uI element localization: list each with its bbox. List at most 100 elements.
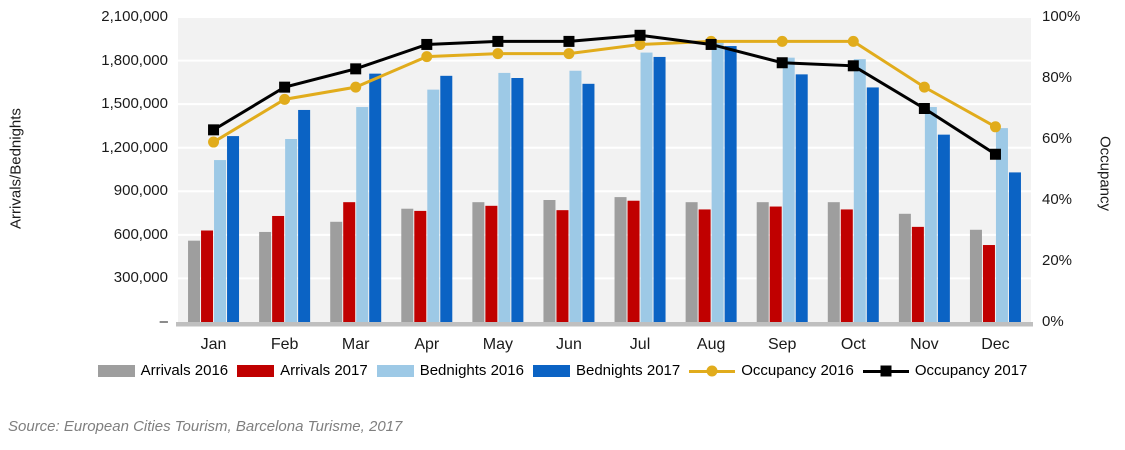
right-axis-title: Occupancy — [1096, 135, 1114, 212]
bar-bednights-2016-sep — [782, 57, 795, 323]
bar-bednights-2017-sep — [795, 74, 808, 322]
bar-bednights-2016-jan — [214, 160, 227, 322]
bar-bednights-2016-jun — [569, 70, 582, 322]
legend-item-bednights-2016: Bednights 2016 — [376, 362, 524, 379]
left-axis-title: Arrivals/Bednights — [7, 108, 25, 229]
bar-bednights-2017-may — [511, 78, 524, 322]
marker-occupancy-2017-apr — [421, 38, 433, 50]
bar-arrivals-2017-dec — [982, 245, 995, 322]
bar-arrivals-2016-may — [472, 202, 485, 322]
bar-bednights-2017-aug — [724, 46, 737, 323]
marker-occupancy-2016-feb — [279, 93, 291, 105]
bar-arrivals-2016-sep — [756, 202, 769, 322]
marker-occupancy-2016-dec — [989, 121, 1001, 133]
legend-label: Arrivals 2016 — [140, 362, 229, 379]
legend-swatch-occupancy-2016 — [689, 364, 736, 378]
x-axis-label-apr: Apr — [414, 336, 440, 353]
right-axis-tick: 40% — [1042, 191, 1073, 208]
marker-occupancy-2016-jul — [634, 38, 646, 50]
bar-arrivals-2017-oct — [840, 209, 853, 322]
legend-label: Bednights 2016 — [419, 362, 524, 379]
legend-label: Occupancy 2017 — [914, 362, 1028, 379]
bar-arrivals-2016-nov — [898, 213, 911, 322]
bar-arrivals-2016-apr — [401, 208, 414, 322]
bar-arrivals-2016-oct — [827, 202, 840, 322]
right-axis-tick: 80% — [1042, 69, 1073, 86]
bar-bednights-2016-jul — [640, 52, 653, 322]
left-axis-tick: 1,500,000 — [101, 95, 168, 113]
marker-occupancy-2016-may — [492, 48, 504, 60]
marker-occupancy-2017-dec — [989, 148, 1001, 160]
legend-marker-square — [880, 365, 892, 376]
bar-arrivals-2017-may — [485, 205, 498, 322]
line-occupancy-2017 — [212, 33, 997, 156]
marker-occupancy-2017-jan — [208, 124, 220, 136]
right-axis-tick: 100% — [1042, 8, 1081, 25]
bar-arrivals-2017-jun — [556, 210, 569, 322]
marker-occupancy-2017-aug — [705, 38, 717, 50]
plot-background — [178, 17, 1031, 322]
left-axis-tick: 2,100,000 — [101, 8, 168, 25]
legend-label: Occupancy 2016 — [741, 362, 854, 379]
bar-arrivals-2017-sep — [769, 206, 782, 322]
legend-swatch-arrivals-2016 — [97, 364, 135, 377]
x-axis-label-jun: Jun — [556, 336, 582, 353]
left-axis-tick: 1,200,000 — [101, 138, 168, 156]
x-axis-label-nov: Nov — [910, 336, 939, 353]
bar-bednights-2017-apr — [440, 75, 453, 322]
x-axis-label-dec: Dec — [981, 336, 1010, 353]
legend-label: Arrivals 2017 — [280, 362, 368, 379]
bar-bednights-2017-mar — [369, 73, 382, 323]
bar-arrivals-2017-apr — [414, 210, 427, 322]
bar-bednights-2016-dec — [995, 128, 1008, 322]
marker-occupancy-2017-mar — [350, 63, 362, 75]
x-axis-label-may: May — [482, 336, 513, 353]
bar-arrivals-2016-jul — [614, 197, 627, 322]
legend-swatch-occupancy-2017 — [862, 364, 909, 378]
left-axis-tick: – — [159, 313, 168, 330]
right-axis-tick: 0% — [1042, 313, 1064, 330]
marker-occupancy-2016-oct — [847, 35, 859, 47]
bar-arrivals-2017-jan — [201, 230, 214, 322]
marker-occupancy-2016-sep — [776, 35, 788, 47]
left-axis-tick: 1,800,000 — [101, 51, 168, 69]
bar-bednights-2016-oct — [853, 59, 866, 322]
x-axis-line — [176, 322, 1033, 327]
bar-arrivals-2016-aug — [685, 202, 698, 322]
bar-arrivals-2016-jan — [188, 240, 201, 322]
line-occupancy-2016 — [212, 39, 997, 144]
legend-swatch-bednights-2017 — [532, 364, 570, 377]
bar-bednights-2017-jan — [227, 136, 240, 322]
bar-bednights-2017-feb — [298, 109, 311, 322]
x-axis-label-aug: Aug — [696, 336, 726, 353]
bar-bednights-2017-jun — [582, 83, 595, 322]
bar-arrivals-2017-feb — [272, 215, 285, 322]
marker-occupancy-2017-sep — [776, 57, 788, 69]
bar-bednights-2016-nov — [924, 107, 937, 322]
x-axis-label-oct: Oct — [840, 336, 866, 353]
legend-item-bednights-2017: Bednights 2017 — [532, 362, 681, 379]
legend-label: Bednights 2017 — [575, 362, 681, 379]
marker-occupancy-2016-apr — [421, 51, 433, 63]
bar-arrivals-2016-dec — [969, 229, 982, 322]
legend-item-arrivals-2017: Arrivals 2017 — [237, 362, 368, 379]
legend-swatch-arrivals-2017 — [237, 364, 275, 377]
marker-occupancy-2016-nov — [918, 81, 930, 93]
bar-arrivals-2016-feb — [259, 231, 272, 322]
bar-arrivals-2016-jun — [543, 200, 556, 322]
bar-bednights-2016-aug — [711, 42, 724, 323]
marker-occupancy-2017-feb — [279, 81, 291, 93]
x-axis-label-mar: Mar — [341, 336, 370, 353]
legend-item-occupancy-2016: Occupancy 2016 — [689, 362, 854, 379]
marker-occupancy-2017-may — [492, 35, 504, 47]
right-axis-tick: 20% — [1042, 252, 1073, 269]
bar-arrivals-2016-mar — [330, 221, 343, 322]
x-axis-label-jan: Jan — [200, 336, 227, 353]
x-axis-label-jul: Jul — [629, 336, 651, 353]
bar-bednights-2017-oct — [866, 87, 879, 322]
marker-occupancy-2016-jan — [208, 136, 220, 148]
marker-occupancy-2017-nov — [918, 103, 930, 114]
source-note: Source: European Cities Tourism, Barcelo… — [8, 418, 403, 435]
legend-marker-circle — [706, 365, 718, 376]
